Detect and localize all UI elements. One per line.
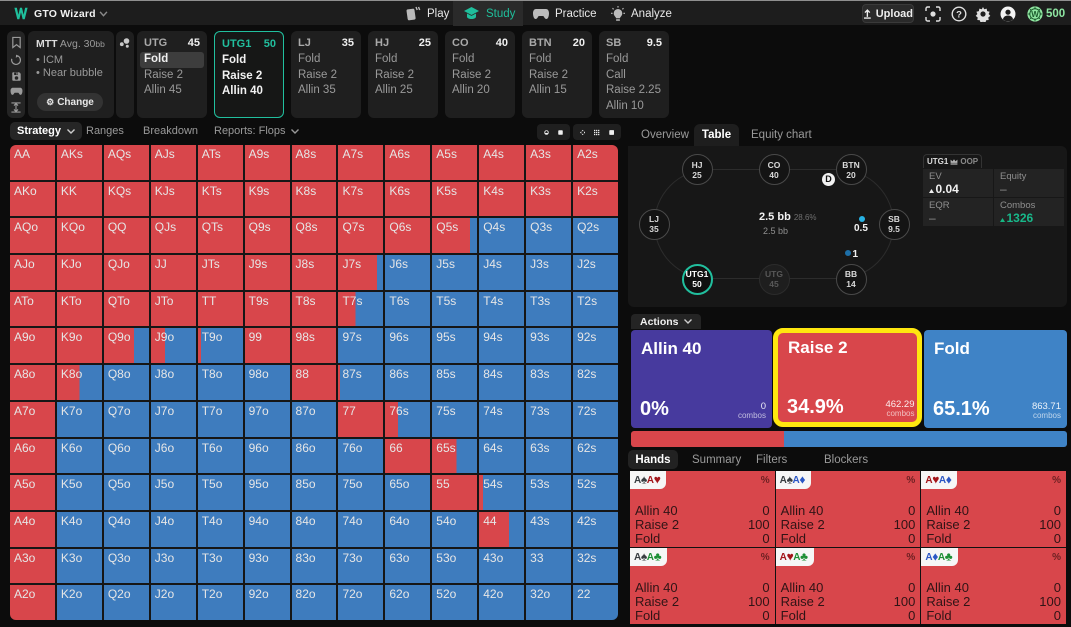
svg-text:?: ? <box>956 9 962 20</box>
svg-text:W: W <box>1031 10 1039 19</box>
